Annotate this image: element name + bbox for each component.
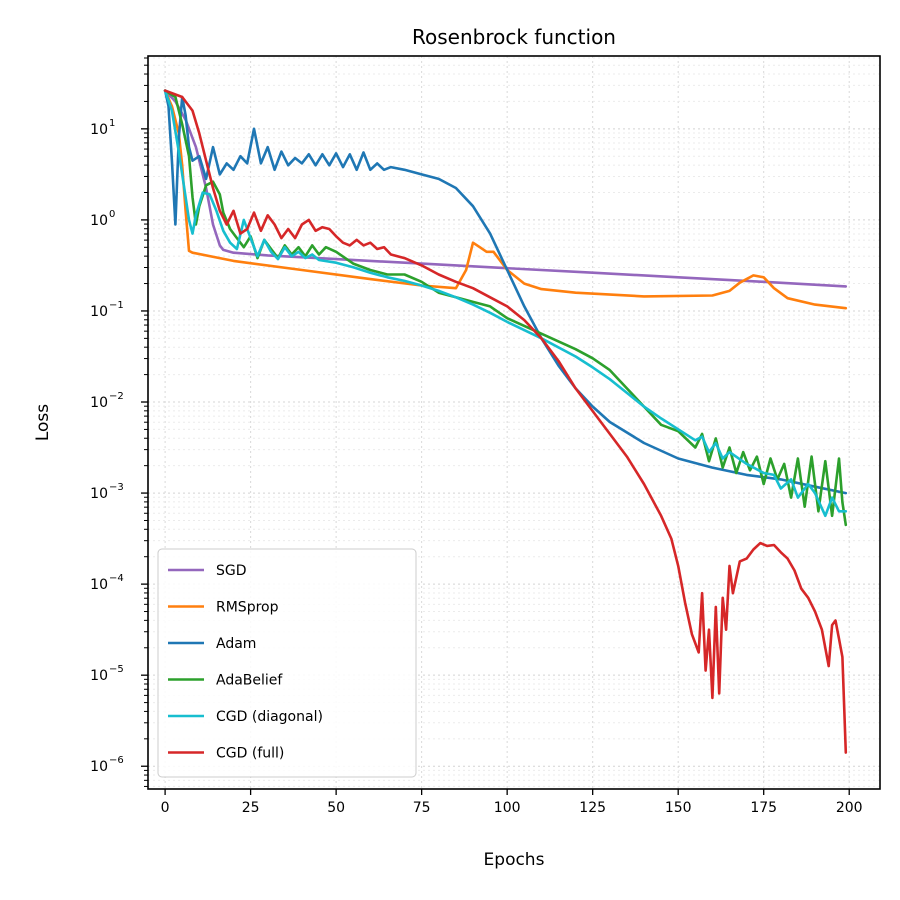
y-tick-label: 10 [90, 395, 108, 411]
series-line-sgd [163, 89, 848, 288]
y-tick-label: 10 [90, 304, 108, 320]
series-lines [163, 89, 848, 754]
y-tick-exponent: −3 [109, 482, 124, 493]
y-axis-label: Loss [33, 404, 53, 441]
y-tick-exponent: 0 [109, 209, 115, 220]
x-tick-label: 125 [579, 800, 606, 816]
legend: SGD RMSprop Adam AdaBelief CGD (diagonal) CGD… [157, 548, 417, 778]
y-tick-exponent: −5 [109, 664, 124, 675]
y-tick-label: 10 [90, 213, 108, 229]
y-tick-label: 10 [90, 486, 108, 502]
y-tick-exponent: −6 [109, 755, 124, 766]
series-line-adabelief [163, 89, 848, 527]
y-tick-label: 10 [90, 668, 108, 684]
y-tick-label: 10 [90, 759, 108, 775]
x-axis: 0 25 50 75 100 125 150 175 200 [161, 789, 863, 816]
legend-label: CGD (full) [216, 746, 284, 762]
x-tick-label: 150 [665, 800, 692, 816]
series-line-rmsprop [163, 89, 848, 310]
x-tick-label: 0 [161, 800, 170, 816]
x-tick-label: 175 [750, 800, 777, 816]
legend-label: CGD (diagonal) [216, 709, 323, 725]
y-tick-exponent: 1 [109, 118, 115, 129]
y-tick-label: 10 [90, 577, 108, 593]
legend-label: SGD [216, 563, 247, 579]
x-tick-label: 200 [836, 800, 863, 816]
x-tick-label: 50 [327, 800, 345, 816]
y-tick-label: 10 [90, 122, 108, 138]
x-tick-label: 100 [494, 800, 521, 816]
x-axis-label: Epochs [484, 850, 545, 870]
series-line-cgd-diagonal [163, 89, 848, 518]
series-line-cgd-full [163, 89, 848, 754]
legend-label: RMSprop [216, 600, 279, 616]
legend-label: AdaBelief [216, 673, 283, 689]
legend-label: Adam [216, 636, 256, 652]
y-tick-exponent: −1 [109, 300, 124, 311]
chart-title: Rosenbrock function [412, 25, 616, 49]
y-tick-exponent: −2 [109, 391, 124, 402]
x-tick-label: 25 [242, 800, 260, 816]
y-tick-exponent: −4 [109, 573, 124, 584]
legend-box [157, 548, 417, 778]
x-tick-label: 75 [413, 800, 431, 816]
